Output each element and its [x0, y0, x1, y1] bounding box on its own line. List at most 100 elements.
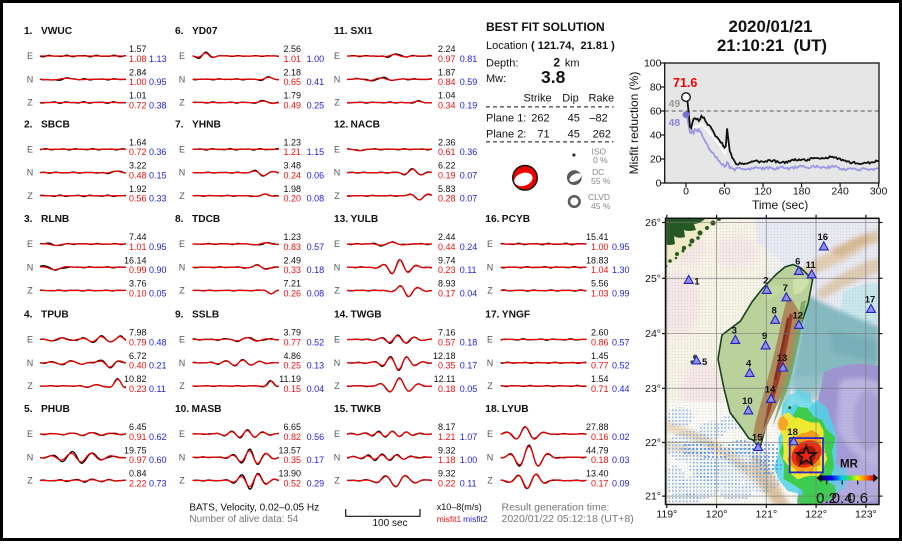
svg-text:PHUB: PHUB	[41, 404, 70, 415]
svg-text:0.04: 0.04	[460, 288, 478, 298]
svg-text:0.62: 0.62	[149, 432, 167, 442]
svg-text:E: E	[179, 429, 185, 439]
svg-text:N: N	[334, 358, 341, 368]
svg-text:0.33: 0.33	[283, 265, 301, 275]
svg-text:1.07: 1.07	[460, 432, 478, 442]
svg-text:3.: 3.	[24, 214, 33, 225]
svg-text:N: N	[27, 74, 34, 84]
svg-text:6.: 6.	[175, 26, 184, 37]
svg-text:1.54: 1.54	[591, 374, 609, 384]
svg-text:0.57: 0.57	[612, 337, 630, 347]
svg-text:1.15: 1.15	[307, 147, 325, 157]
svg-text:60: 60	[650, 106, 662, 118]
svg-text:E: E	[27, 335, 33, 345]
svg-text:Strike: Strike	[523, 93, 551, 105]
svg-text:1.98: 1.98	[283, 184, 301, 194]
svg-text:8: 8	[772, 305, 777, 316]
svg-text:0.95: 0.95	[149, 77, 167, 87]
svg-text:19.75: 19.75	[124, 445, 147, 455]
svg-text:14.: 14.	[334, 310, 348, 321]
svg-text:0.18: 0.18	[438, 384, 456, 394]
svg-text:YHNB: YHNB	[192, 119, 221, 130]
svg-text:N: N	[179, 452, 186, 462]
svg-text:0.35: 0.35	[283, 455, 301, 465]
svg-text:0.72: 0.72	[129, 147, 147, 157]
svg-text:2.36: 2.36	[438, 137, 456, 147]
svg-text:misfit2: misfit2	[463, 514, 488, 524]
svg-text:0.15: 0.15	[149, 170, 167, 180]
svg-text:N: N	[487, 452, 494, 462]
svg-text:18: 18	[787, 427, 798, 438]
svg-text:3.76: 3.76	[129, 279, 147, 289]
svg-text:N: N	[179, 168, 186, 178]
svg-text:( 121.74, 21.81 ): ( 121.74, 21.81 )	[531, 40, 615, 52]
svg-text:0.60: 0.60	[149, 455, 167, 465]
svg-text:1.00: 1.00	[129, 77, 147, 87]
svg-text:262: 262	[593, 129, 611, 141]
svg-text:123°: 123°	[855, 509, 877, 521]
svg-text:1.00: 1.00	[307, 54, 325, 64]
svg-text:71: 71	[537, 129, 549, 141]
svg-text:0.59: 0.59	[460, 77, 478, 87]
svg-text:0.25: 0.25	[307, 100, 325, 110]
svg-text:0.83: 0.83	[283, 242, 301, 252]
svg-text:0.25: 0.25	[283, 361, 301, 371]
svg-text:RLNB: RLNB	[41, 214, 69, 225]
svg-text:12.18: 12.18	[433, 351, 456, 361]
svg-text:E: E	[334, 239, 340, 249]
svg-text:3.8: 3.8	[541, 67, 566, 87]
svg-text:7: 7	[783, 283, 788, 294]
svg-text:0.99: 0.99	[612, 288, 630, 298]
svg-text:N: N	[27, 262, 34, 272]
svg-text:10.82: 10.82	[124, 374, 147, 384]
svg-text:1.01: 1.01	[129, 242, 147, 252]
svg-text:9.74: 9.74	[438, 255, 456, 265]
svg-text:E: E	[179, 144, 185, 154]
svg-text:2.84: 2.84	[129, 67, 147, 77]
svg-text:1.: 1.	[24, 26, 33, 37]
svg-text:1.30: 1.30	[612, 265, 630, 275]
svg-text:0.97: 0.97	[438, 54, 456, 64]
svg-text:13.90: 13.90	[278, 469, 301, 479]
svg-text:13.: 13.	[334, 214, 348, 225]
svg-text:9: 9	[762, 331, 767, 342]
svg-text:5.: 5.	[24, 404, 33, 415]
svg-text:Z: Z	[334, 191, 340, 201]
svg-text:7.98: 7.98	[129, 328, 147, 338]
svg-text:6.72: 6.72	[129, 351, 147, 361]
svg-text:6.22: 6.22	[438, 161, 456, 171]
svg-text:Z: Z	[487, 286, 493, 296]
svg-text:45: 45	[568, 129, 580, 141]
svg-text:0.07: 0.07	[460, 170, 478, 180]
svg-text:5: 5	[702, 357, 708, 368]
svg-text:N: N	[487, 262, 494, 272]
svg-text:0.15: 0.15	[283, 384, 301, 394]
svg-text:0.29: 0.29	[307, 478, 325, 488]
svg-text:2: 2	[763, 276, 768, 287]
svg-text:Z: Z	[487, 381, 493, 391]
svg-text:N: N	[179, 358, 186, 368]
svg-text:0.07: 0.07	[460, 194, 478, 204]
svg-text:0.82: 0.82	[283, 432, 301, 442]
svg-text:0.23: 0.23	[129, 384, 147, 394]
svg-text:1.04: 1.04	[438, 91, 456, 101]
svg-text:0.36: 0.36	[149, 147, 167, 157]
svg-text:km: km	[565, 58, 580, 70]
svg-text:1.87: 1.87	[438, 67, 456, 77]
svg-text:1.23: 1.23	[283, 232, 301, 242]
svg-text:18.83: 18.83	[586, 255, 609, 265]
svg-text:Z: Z	[179, 98, 185, 108]
svg-text:7.16: 7.16	[438, 328, 456, 338]
svg-text:44.79: 44.79	[586, 445, 609, 455]
svg-text:0.33: 0.33	[149, 194, 167, 204]
svg-text:0.61: 0.61	[438, 147, 456, 157]
svg-text:0.97: 0.97	[129, 455, 147, 465]
svg-text:0.52: 0.52	[307, 337, 325, 347]
svg-text:1.21: 1.21	[283, 147, 301, 157]
svg-text:14: 14	[765, 384, 776, 395]
svg-text:E: E	[334, 51, 340, 61]
svg-text:12.11: 12.11	[434, 374, 456, 384]
svg-text:45 %: 45 %	[591, 201, 611, 211]
svg-text:0.24: 0.24	[283, 170, 301, 180]
svg-text:0.17: 0.17	[307, 455, 325, 465]
